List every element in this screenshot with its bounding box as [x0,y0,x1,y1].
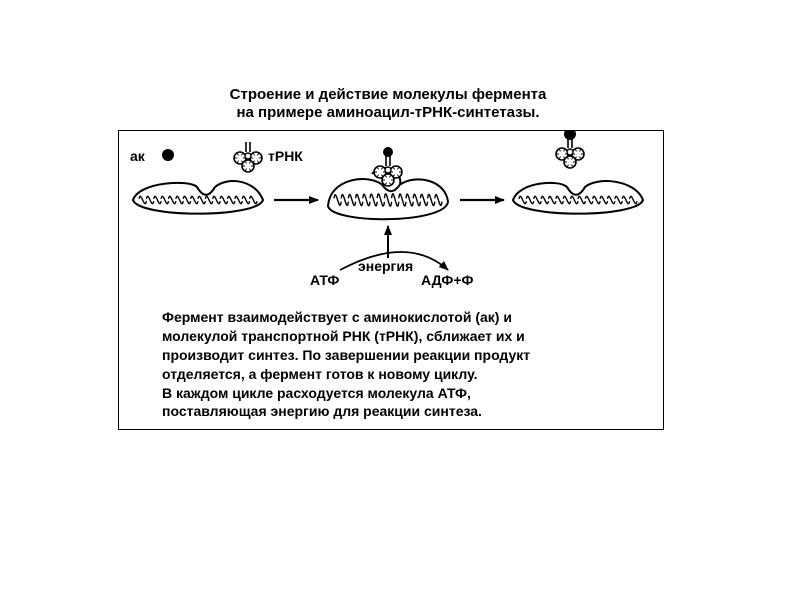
diagram-title-line1: Строение и действие молекулы фермента [128,86,648,103]
enzyme-reaction-diagram [118,130,664,290]
diagram-title-line2: на примере аминоацил-тРНК-синтетазы. [128,104,648,121]
diagram-description: Фермент взаимодействует с аминокислотой … [162,308,632,421]
